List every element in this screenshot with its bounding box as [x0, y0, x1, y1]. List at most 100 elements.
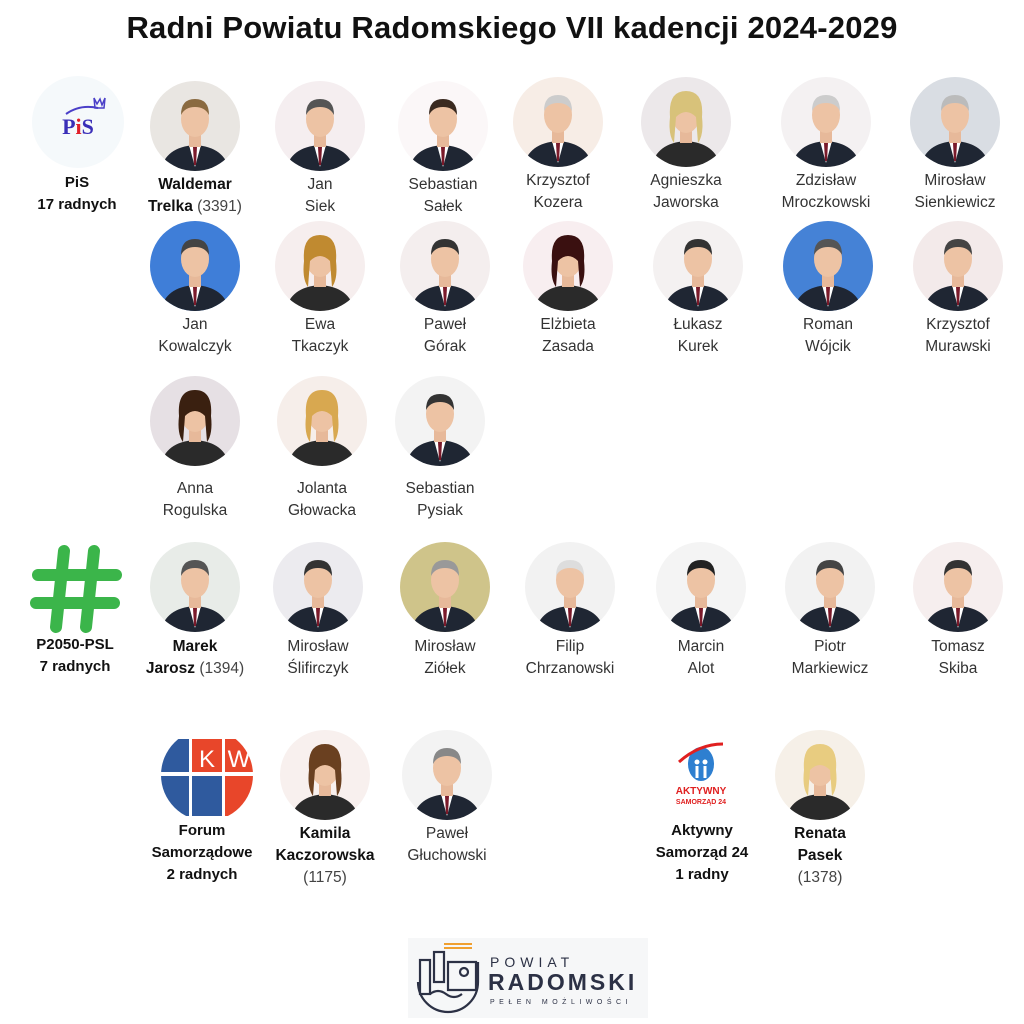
councillor-photo	[280, 730, 370, 820]
councillor-name: Ewa Tkaczyk	[255, 314, 385, 358]
first-name: Zdzisław	[795, 172, 857, 189]
vote-count: (1175)	[303, 869, 347, 886]
last-name: Markiewicz	[791, 660, 869, 677]
first-name: Marek	[172, 638, 218, 655]
first-name: Mirosław	[287, 638, 349, 655]
last-name: Głowacka	[287, 502, 357, 519]
last-name: Tkaczyk	[291, 338, 349, 355]
first-name: Marcin	[677, 638, 725, 655]
councillor-photo	[150, 376, 240, 466]
first-name: Jan	[307, 176, 333, 193]
party-name-cont: Samorząd 24	[655, 844, 749, 861]
councillor-photo	[275, 81, 365, 171]
first-name: Renata	[794, 825, 846, 842]
last-name: Rogulska	[162, 502, 228, 519]
first-name: Ewa	[304, 316, 336, 333]
councillor-photo	[277, 376, 367, 466]
councillor-photo	[641, 77, 731, 167]
last-name: Pysiak	[417, 502, 463, 519]
first-name: Tomasz	[931, 638, 985, 655]
councillor-photo	[398, 81, 488, 171]
first-name: Jolanta	[297, 480, 347, 497]
first-name: Piotr	[814, 638, 846, 655]
first-name: Filip	[555, 638, 585, 655]
aktywny-samorzad-logo: AKTYWNY SAMORZĄD 24	[665, 740, 737, 810]
svg-text:SAMORZĄD 24: SAMORZĄD 24	[676, 799, 726, 806]
last-name: Kurek	[677, 338, 719, 355]
councillor-photo	[523, 221, 613, 311]
councillor-name: Filip Chrzanowski	[505, 636, 635, 680]
councillor-photo	[150, 221, 240, 311]
councillor-photo	[513, 77, 603, 167]
councillor-photo	[913, 542, 1003, 632]
last-name: Kozera	[533, 194, 583, 211]
councillor-name: Elżbieta Zasada	[503, 314, 633, 358]
councillor-name: Jan Siek	[255, 174, 385, 218]
councillor-photo	[525, 542, 615, 632]
last-name: Ślifirczyk	[287, 660, 349, 677]
last-name: Ziółek	[424, 660, 466, 677]
councillor-name: Zdzisław Mroczkowski	[761, 170, 891, 214]
councillor-name: Agnieszka Jaworska	[621, 170, 751, 214]
first-name: Waldemar	[158, 176, 232, 193]
last-name: Jaworska	[653, 194, 719, 211]
councillor-name: Waldemar Trelka (3391)	[130, 174, 260, 218]
councillor-photo	[775, 730, 865, 820]
party-count: 2 radnych	[166, 866, 238, 883]
party-name: P2050-PSL	[36, 636, 114, 653]
councillor-name: Renata Pasek (1378)	[755, 823, 885, 889]
first-name: Paweł	[423, 316, 467, 333]
councillor-photo	[400, 221, 490, 311]
councillor-name: Sebastian Sałek	[378, 174, 508, 218]
councillor-photo	[785, 542, 875, 632]
councillor-photo	[402, 730, 492, 820]
first-name: Anna	[176, 480, 214, 497]
councillor-name: Anna Rogulska	[130, 478, 260, 522]
last-name: Trelka	[148, 198, 193, 215]
last-name: Górak	[423, 338, 467, 355]
councillor-photo	[273, 542, 363, 632]
svg-text:AKTYWNY: AKTYWNY	[676, 786, 727, 797]
councillor-name: Jolanta Głowacka	[257, 478, 387, 522]
party-label-aktywny-samorzad: Aktywny Samorząd 24 1 radny	[632, 820, 772, 886]
last-name: Wójcik	[805, 338, 851, 355]
councillor-name: Paweł Głuchowski	[382, 823, 512, 867]
first-name: Mirosław	[414, 638, 476, 655]
first-name: Krzysztof	[926, 316, 990, 333]
last-name: Skiba	[938, 660, 978, 677]
councillor-name: Marcin Alot	[636, 636, 766, 680]
footer-line2: RADOMSKI	[488, 969, 637, 995]
last-name: Mroczkowski	[781, 194, 871, 211]
party-label-pis: PiS 17 radnych	[7, 172, 147, 216]
svg-text:K: K	[199, 746, 215, 773]
last-name: Pasek	[797, 847, 843, 864]
councillor-name: Mirosław Ślifirczyk	[253, 636, 383, 680]
councillor-name: Piotr Markiewicz	[765, 636, 895, 680]
councillor-photo	[275, 221, 365, 311]
vote-count: (1394)	[199, 660, 245, 677]
last-name: Kowalczyk	[158, 338, 232, 355]
councillor-photo	[400, 542, 490, 632]
powiat-radomski-logo: POWIAT RADOMSKI PEŁEN MOŻLIWOŚCI	[408, 938, 648, 1018]
councillor-name: Roman Wójcik	[763, 314, 893, 358]
last-name: Chrzanowski	[525, 660, 615, 677]
councillor-photo	[653, 221, 743, 311]
councillor-name: Tomasz Skiba	[893, 636, 1023, 680]
first-name: Mirosław	[924, 172, 986, 189]
svg-text:PiS: PiS	[62, 114, 94, 139]
councillor-name: Mirosław Ziółek	[380, 636, 510, 680]
pis-logo: PiS	[32, 76, 124, 168]
party-name: Forum	[178, 822, 226, 839]
councillor-photo	[656, 542, 746, 632]
party-name: Aktywny	[671, 822, 733, 839]
page-title: Radni Powiatu Radomskiego VII kadencji 2…	[126, 10, 898, 45]
hash-icon	[30, 543, 122, 635]
footer-line3: PEŁEN MOŻLIWOŚCI	[490, 997, 632, 1006]
councillor-photo	[913, 221, 1003, 311]
last-name: Sienkiewicz	[914, 194, 996, 211]
first-name: Krzysztof	[526, 172, 590, 189]
councillor-name: Paweł Górak	[380, 314, 510, 358]
councillor-photo	[150, 81, 240, 171]
councillor-photo	[783, 221, 873, 311]
councillor-photo	[150, 542, 240, 632]
